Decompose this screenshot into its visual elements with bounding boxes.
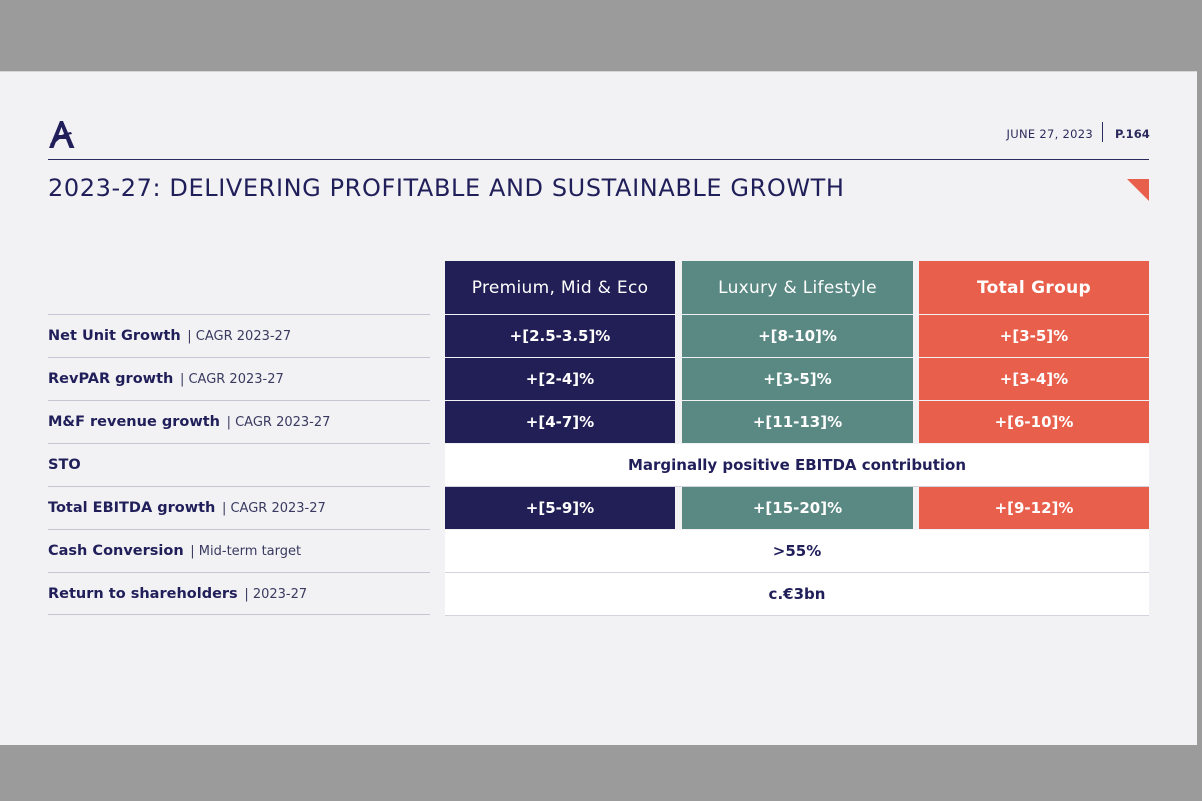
row-label-sub: | Mid-term target: [190, 543, 302, 559]
table-bottom-rule: [48, 614, 430, 615]
row-label-sub: | 2023-27: [244, 586, 308, 602]
row-label-title: Total EBITDA growth: [48, 500, 216, 516]
merged-cell-sto: Marginally positive EBITDA contribution: [445, 444, 1149, 487]
row-label-sub: | CAGR 2023-27: [187, 328, 292, 344]
row-label-return-to-shareholders: Return to shareholders | 2023-27: [48, 572, 430, 615]
table-cell: +[2.5-3.5]%: [445, 315, 675, 357]
column-header-luxury-lifestyle: Luxury & Lifestyle: [682, 261, 913, 314]
row-label-sub: | CAGR 2023-27: [226, 414, 331, 430]
table-cell: +[3-4]%: [919, 358, 1149, 400]
merged-cell-cash-conversion: >55%: [445, 530, 1149, 573]
table-cell: +[9-12]%: [919, 487, 1149, 529]
corner-triangle-icon: [1127, 179, 1149, 201]
page-number: P.164: [1115, 127, 1150, 141]
column-header-premium-mid-eco: Premium, Mid & Eco: [445, 261, 675, 314]
row-label-title: Cash Conversion: [48, 543, 184, 559]
row-label-title: M&F revenue growth: [48, 414, 220, 430]
row-label-net-unit-growth: Net Unit Growth | CAGR 2023-27: [48, 314, 430, 357]
row-label-sub: | CAGR 2023-27: [221, 500, 326, 516]
slide-title: 2023-27: DELIVERING PROFITABLE AND SUSTA…: [48, 174, 845, 202]
date-separator: [1102, 122, 1103, 142]
table-cell: +[5-9]%: [445, 487, 675, 529]
row-label-title: RevPAR growth: [48, 371, 174, 387]
row-label-cash-conversion: Cash Conversion | Mid-term target: [48, 529, 430, 572]
merged-cell-return-to-shareholders: c.€3bn: [445, 573, 1149, 616]
header-divider: [48, 159, 1149, 160]
table-cell: +[3-5]%: [919, 315, 1149, 357]
row-label-title: Return to shareholders: [48, 586, 238, 602]
row-label-mf-revenue-growth: M&F revenue growth | CAGR 2023-27: [48, 400, 430, 443]
table-cell: +[15-20]%: [682, 487, 913, 529]
row-label-total-ebitda-growth: Total EBITDA growth | CAGR 2023-27: [48, 486, 430, 529]
row-label-sto: STO: [48, 443, 430, 486]
table-cell: +[2-4]%: [445, 358, 675, 400]
bottom-gray-bar: [0, 745, 1202, 801]
column-header-total-group: Total Group: [919, 261, 1149, 314]
table-cell: +[6-10]%: [919, 401, 1149, 443]
accor-a-logo-icon: [49, 121, 75, 148]
row-label-title: Net Unit Growth: [48, 328, 181, 344]
row-label-sub: | CAGR 2023-27: [179, 371, 284, 387]
slide: JUNE 27, 2023 P.164 2023-27: DELIVERING …: [0, 71, 1197, 747]
row-label-title: STO: [48, 457, 81, 473]
table-cell: +[11-13]%: [682, 401, 913, 443]
top-gray-bar: [0, 0, 1202, 71]
table-cell: +[3-5]%: [682, 358, 913, 400]
row-label-revpar-growth: RevPAR growth | CAGR 2023-27: [48, 357, 430, 400]
table-cell: +[8-10]%: [682, 315, 913, 357]
presentation-date: JUNE 27, 2023: [1006, 127, 1093, 141]
table-cell: +[4-7]%: [445, 401, 675, 443]
